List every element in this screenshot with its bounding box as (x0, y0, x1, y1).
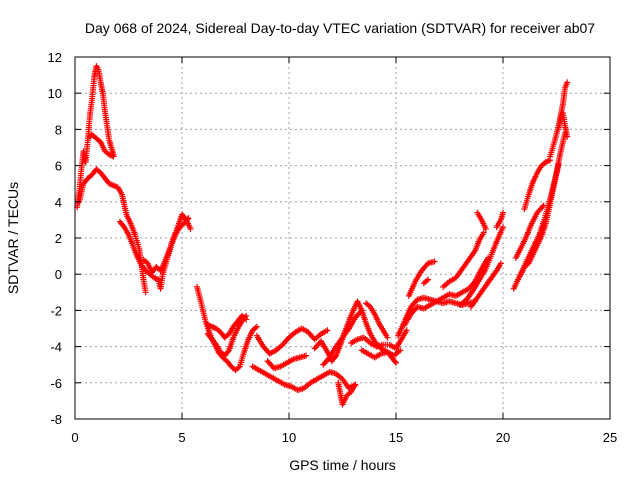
y-tick-label: 10 (48, 86, 62, 101)
series-sdtvar (74, 63, 571, 408)
data-track (194, 283, 260, 374)
y-tick-label: 2 (55, 231, 62, 246)
axis-ticks: 0 5 10 15 20 25 -8 -6 -4 -2 0 2 4 6 8 10 12 (48, 50, 618, 445)
data-track (87, 131, 117, 160)
data-track (555, 110, 571, 140)
y-tick-label: -2 (50, 303, 62, 318)
data-track (517, 160, 562, 279)
data-track (420, 276, 432, 287)
data-track (363, 300, 391, 341)
data-track (493, 209, 506, 231)
chart-title: Day 068 of 2024, Sidereal Day-to-day VTE… (85, 20, 595, 36)
data-track (405, 258, 438, 299)
data-track (474, 209, 489, 232)
x-tick-label: 5 (178, 430, 185, 445)
y-tick-label: 4 (55, 195, 62, 210)
data-track (512, 202, 547, 261)
data-track (521, 157, 554, 212)
y-axis-label: SDTVAR / TECUs (5, 182, 21, 294)
y-tick-label: 12 (48, 50, 62, 65)
x-axis-label: GPS time / hours (289, 457, 396, 473)
x-tick-label: 15 (389, 430, 403, 445)
data-track (320, 307, 365, 368)
y-tick-label: -6 (50, 376, 62, 391)
data-series (74, 63, 571, 408)
grid (75, 57, 610, 419)
x-tick-label: 0 (71, 430, 78, 445)
data-track (253, 325, 331, 357)
data-track (348, 327, 410, 352)
data-track (249, 363, 359, 393)
y-tick-label: 6 (55, 159, 62, 174)
y-tick-label: 0 (55, 267, 62, 282)
y-tick-label: -4 (50, 340, 62, 355)
data-track (457, 224, 506, 308)
y-tick-label: 8 (55, 122, 62, 137)
data-track (204, 312, 250, 341)
data-track (401, 254, 492, 328)
data-track (467, 260, 504, 310)
data-track (335, 379, 359, 408)
data-track (440, 229, 487, 290)
data-track (140, 211, 194, 276)
x-tick-label: 10 (282, 430, 296, 445)
data-track (74, 63, 117, 211)
data-track (204, 312, 250, 359)
y-tick-label: -8 (50, 412, 62, 427)
x-tick-label: 20 (496, 430, 510, 445)
data-track (264, 352, 310, 372)
data-track (76, 166, 149, 296)
x-tick-label: 25 (603, 430, 617, 445)
data-track (358, 347, 404, 361)
